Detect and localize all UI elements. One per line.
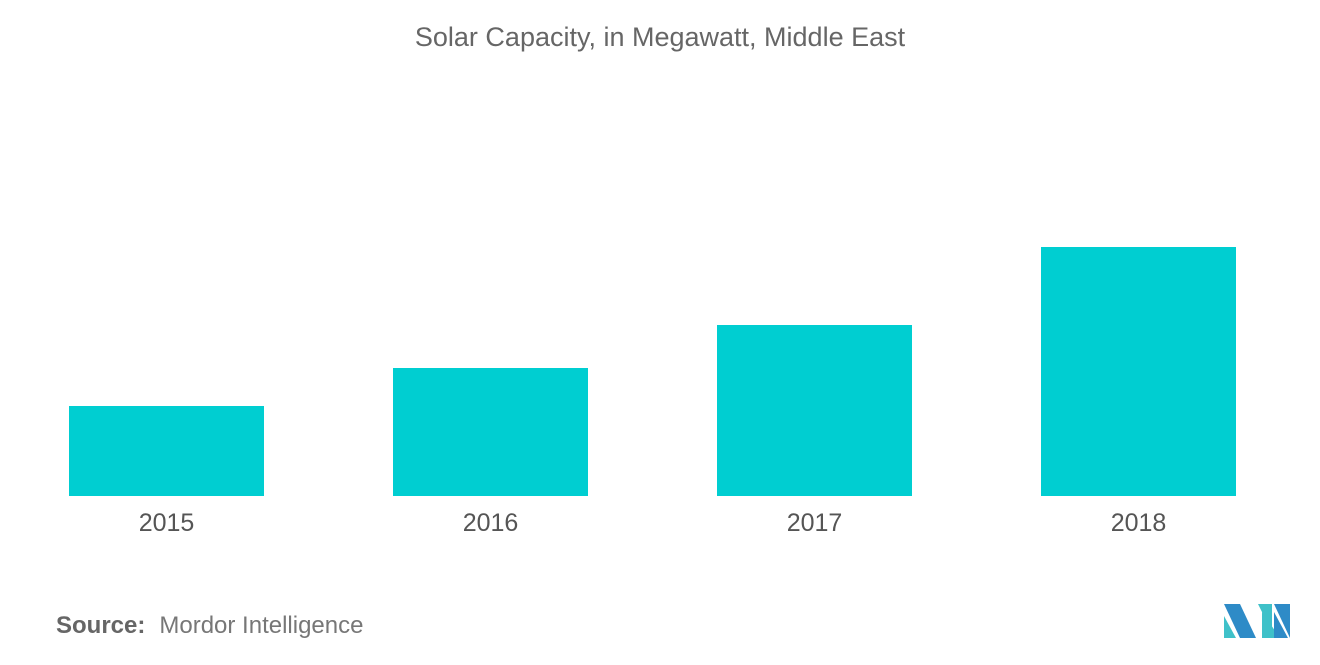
source-label: Source: [56,612,146,639]
bar-chart: 2015 2016 2017 2018 [69,247,1236,537]
x-tick-label: 2016 [463,509,519,537]
bar-2017 [717,325,912,496]
bar-2018 [1041,247,1236,496]
source-note: Source: Mordor Intelligence [56,612,363,640]
x-tick-label: 2015 [139,509,195,537]
source-text: Mordor Intelligence [159,612,364,639]
x-tick-label: 2017 [787,509,843,537]
chart-title: Solar Capacity, in Megawatt, Middle East [414,22,906,52]
x-tick-label: 2018 [1111,509,1167,537]
bar-2015 [69,406,264,496]
mordor-logo [1224,604,1290,638]
bar-2016 [393,368,588,496]
